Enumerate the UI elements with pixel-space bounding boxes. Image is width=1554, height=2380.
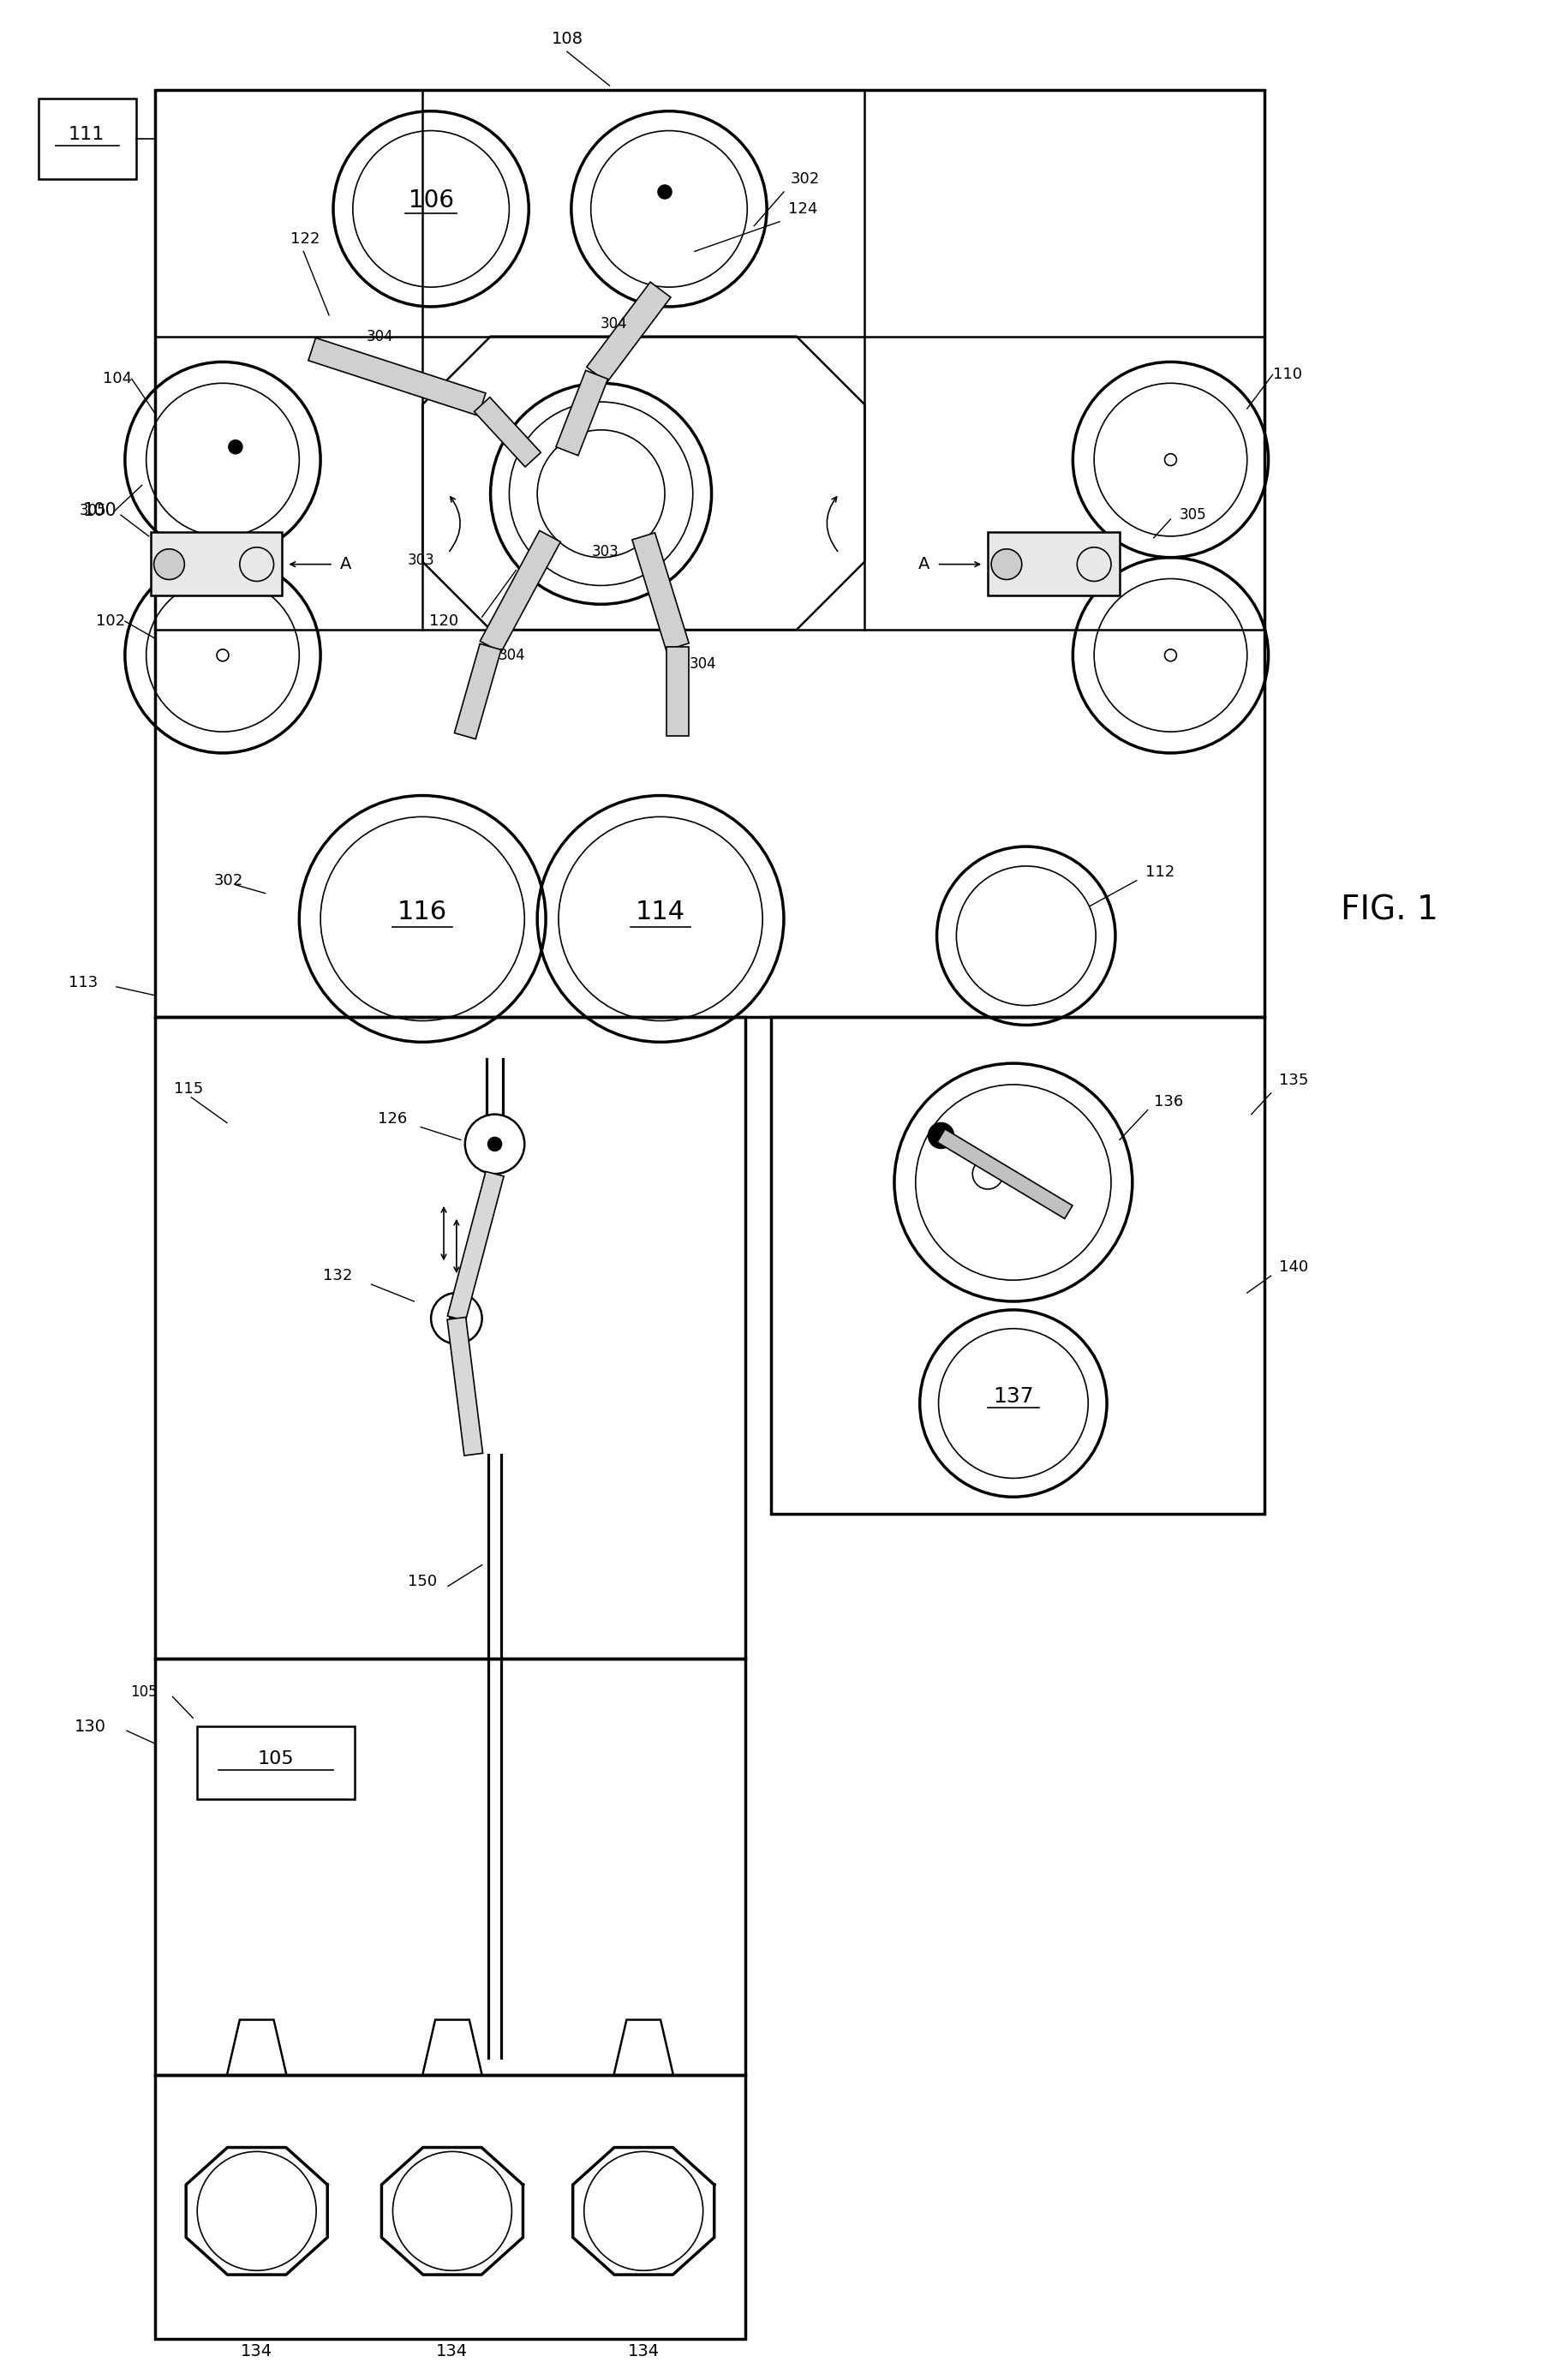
Text: 112: 112	[1144, 864, 1173, 881]
Text: 122: 122	[291, 231, 320, 248]
Circle shape	[154, 550, 185, 581]
Polygon shape	[556, 371, 608, 455]
Polygon shape	[448, 1316, 483, 1457]
Polygon shape	[381, 2147, 522, 2275]
Text: 106: 106	[409, 188, 454, 212]
Text: 140: 140	[1279, 1259, 1308, 1276]
Text: 137: 137	[993, 1385, 1033, 1407]
Text: 116: 116	[398, 900, 448, 923]
Circle shape	[928, 1123, 953, 1147]
Text: 303: 303	[407, 552, 434, 569]
Text: 134: 134	[437, 2344, 468, 2359]
Bar	[155, 90, 1263, 1016]
Text: A: A	[918, 557, 929, 574]
Bar	[155, 1016, 744, 1659]
Text: 304: 304	[600, 317, 626, 331]
Text: 136: 136	[1153, 1095, 1183, 1109]
Text: 304: 304	[688, 657, 716, 671]
Text: 305: 305	[79, 502, 106, 519]
Bar	[987, 533, 1119, 595]
Text: 302: 302	[789, 171, 819, 188]
Text: 130: 130	[75, 1718, 106, 1735]
Polygon shape	[448, 1171, 503, 1321]
Bar	[155, 2075, 744, 2340]
Text: 110: 110	[1271, 367, 1301, 383]
Text: 105: 105	[256, 1749, 294, 1768]
Text: 304: 304	[367, 328, 393, 345]
Text: 104: 104	[103, 371, 132, 386]
Polygon shape	[667, 647, 688, 735]
Circle shape	[991, 550, 1021, 581]
Text: 304: 304	[497, 647, 525, 664]
Text: 305: 305	[1178, 507, 1206, 524]
Text: 100: 100	[82, 502, 117, 519]
Bar	[39, 98, 135, 178]
Text: 111: 111	[68, 126, 104, 143]
Text: 134: 134	[241, 2344, 272, 2359]
Polygon shape	[186, 2147, 328, 2275]
Text: 132: 132	[323, 1269, 353, 1283]
Text: 303: 303	[592, 543, 618, 559]
Polygon shape	[586, 281, 670, 383]
Text: 126: 126	[378, 1111, 407, 1126]
Text: 150: 150	[407, 1573, 437, 1590]
Polygon shape	[480, 531, 559, 652]
Text: 108: 108	[550, 31, 583, 48]
Text: 135: 135	[1279, 1073, 1308, 1088]
Bar	[151, 533, 283, 595]
Text: A: A	[340, 557, 351, 574]
Polygon shape	[454, 643, 500, 740]
Text: 105: 105	[131, 1685, 157, 1699]
Circle shape	[449, 1311, 463, 1326]
Text: 102: 102	[96, 614, 124, 628]
Circle shape	[488, 1138, 502, 1152]
Text: 113: 113	[68, 976, 98, 990]
Text: 124: 124	[788, 202, 817, 217]
Polygon shape	[937, 1128, 1072, 1219]
Polygon shape	[632, 533, 688, 650]
Bar	[197, 1726, 354, 1799]
Text: 120: 120	[429, 614, 458, 628]
Text: 115: 115	[174, 1081, 204, 1097]
Text: 302: 302	[214, 873, 244, 888]
Bar	[771, 1016, 1263, 1514]
Circle shape	[657, 186, 671, 198]
Polygon shape	[572, 2147, 713, 2275]
Polygon shape	[474, 397, 541, 466]
Polygon shape	[308, 338, 485, 416]
Text: 114: 114	[636, 900, 685, 923]
Text: 134: 134	[628, 2344, 659, 2359]
Text: FIG. 1: FIG. 1	[1340, 895, 1437, 926]
Circle shape	[228, 440, 242, 455]
Bar	[155, 1659, 744, 2075]
